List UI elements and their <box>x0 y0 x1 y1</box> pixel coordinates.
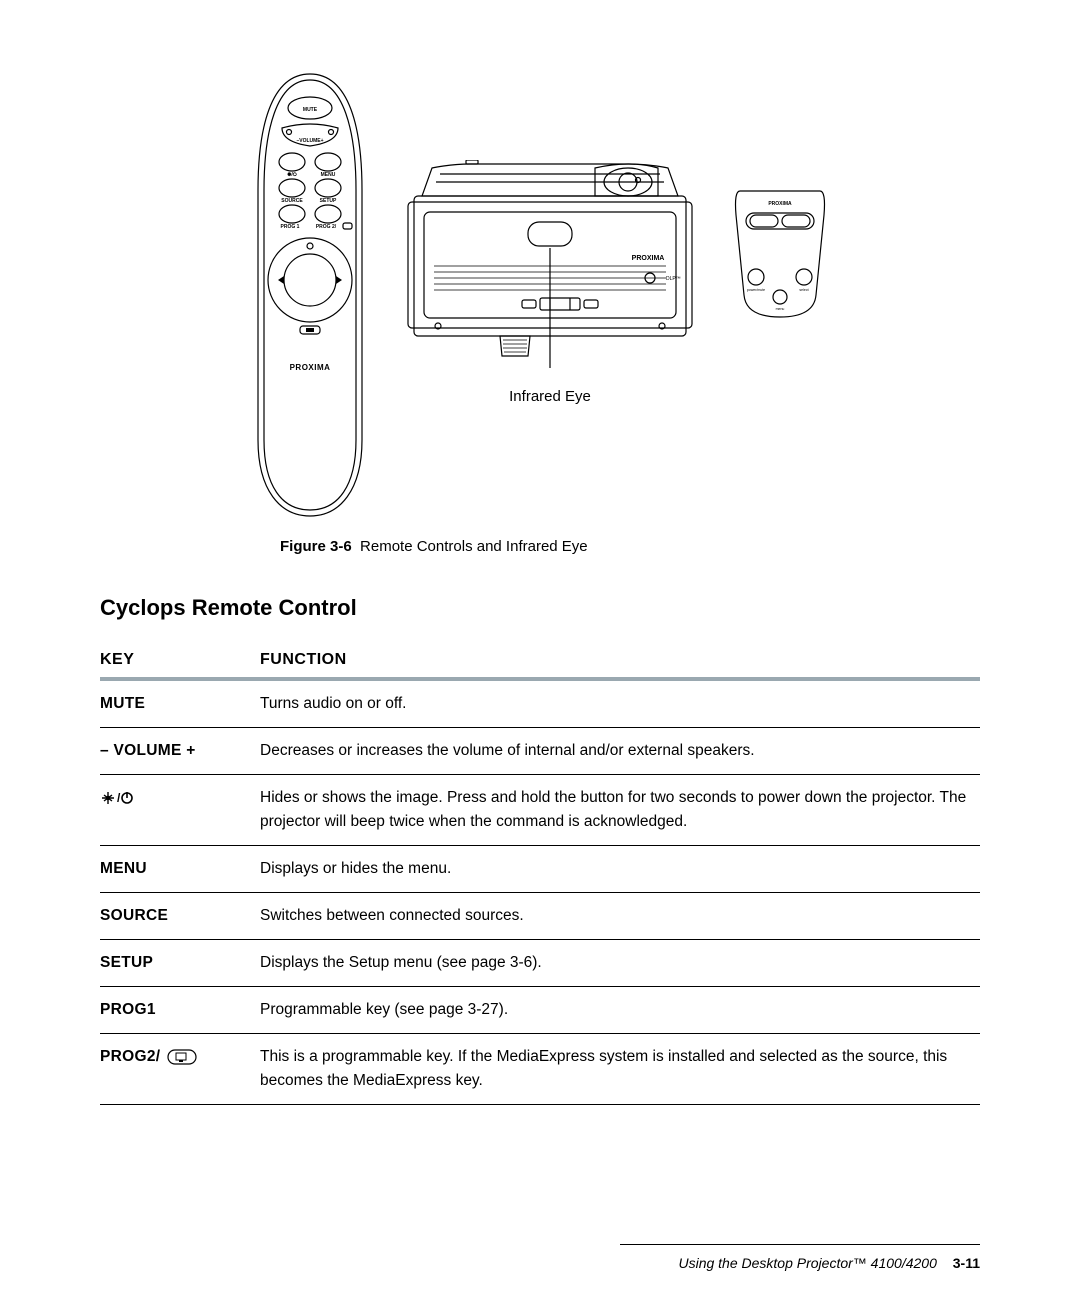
power-hide-icon: / <box>100 790 134 806</box>
svg-text:/: / <box>117 791 121 805</box>
table-key-cell: Mute <box>100 679 260 728</box>
table-row: MenuDisplays or hides the menu. <box>100 846 980 893</box>
table-key-cell: PROG2/ <box>100 1034 260 1105</box>
table-function-cell: This is a programmable key. If the Media… <box>260 1034 980 1105</box>
table-key-cell: Menu <box>100 846 260 893</box>
figure-caption: Figure 3-6 Remote Controls and Infrared … <box>280 538 980 555</box>
svg-text:PROG 2/: PROG 2/ <box>316 224 337 230</box>
table-header-key: Key <box>100 641 260 679</box>
svg-text:–VOLUME+: –VOLUME+ <box>296 138 323 144</box>
table-key-cell: Setup <box>100 940 260 987</box>
table-header-function: Function <box>260 641 980 679</box>
footer-page-number: 3-11 <box>953 1255 980 1271</box>
svg-text:✺/⭘: ✺/⭘ <box>287 172 297 178</box>
table-row: / Hides or shows the image. Press and hol… <box>100 775 980 846</box>
svg-text:PROXIMA: PROXIMA <box>768 201 792 207</box>
table-row: SetupDisplays the Setup menu (see page 3… <box>100 940 980 987</box>
table-function-cell: Programmable key (see page 3-27). <box>260 987 980 1034</box>
figure-area: MUTE –VOLUME+ ✺/⭘ MENU SOURCE SETUP PROG… <box>100 60 980 530</box>
infrared-eye-label: Infrared Eye <box>509 388 591 405</box>
svg-text:select: select <box>799 288 808 292</box>
table-row: PROG2/ This is a programmable key. If th… <box>100 1034 980 1105</box>
table-function-cell: Switches between connected sources. <box>260 893 980 940</box>
projector-illustration: PROXIMA DLP™ <box>400 160 700 370</box>
section-title: Cyclops Remote Control <box>100 595 980 621</box>
table-function-cell: Displays or hides the menu. <box>260 846 980 893</box>
figure-caption-text: Remote Controls and Infrared Eye <box>360 538 588 555</box>
svg-text:SOURCE: SOURCE <box>281 198 303 204</box>
table-row: SourceSwitches between connected sources… <box>100 893 980 940</box>
keypad-illustration: PROXIMA power/mute select menu <box>730 185 830 325</box>
svg-text:MUTE: MUTE <box>303 107 318 113</box>
svg-text:PROXIMA: PROXIMA <box>632 255 665 262</box>
svg-text:menu: menu <box>776 307 785 311</box>
table-key-cell: – Volume + <box>100 728 260 775</box>
svg-text:power/mute: power/mute <box>747 288 765 292</box>
table-key-cell: / <box>100 775 260 846</box>
key-function-table: Key Function MuteTurns audio on or off.–… <box>100 641 980 1105</box>
footer-doc-title: Using the Desktop Projector™ 4100/4200 <box>678 1255 936 1271</box>
remote-control-illustration: MUTE –VOLUME+ ✺/⭘ MENU SOURCE SETUP PROG… <box>250 70 370 520</box>
table-function-cell: Decreases or increases the volume of int… <box>260 728 980 775</box>
table-function-cell: Displays the Setup menu (see page 3-6). <box>260 940 980 987</box>
table-row: – Volume +Decreases or increases the vol… <box>100 728 980 775</box>
table-row: MuteTurns audio on or off. <box>100 679 980 728</box>
svg-text:PROXIMA: PROXIMA <box>290 363 331 372</box>
svg-text:PROG 1: PROG 1 <box>281 224 300 230</box>
table-key-cell: Source <box>100 893 260 940</box>
table-key-cell: Prog1 <box>100 987 260 1034</box>
svg-text:SETUP: SETUP <box>320 198 337 204</box>
table-function-cell: Turns audio on or off. <box>260 679 980 728</box>
svg-text:DLP™: DLP™ <box>666 276 681 282</box>
mediaexpress-icon <box>167 1049 197 1065</box>
svg-text:MENU: MENU <box>321 172 336 178</box>
page-footer: Using the Desktop Projector™ 4100/4200 3… <box>620 1244 980 1271</box>
table-function-cell: Hides or shows the image. Press and hold… <box>260 775 980 846</box>
figure-caption-number: Figure 3-6 <box>280 538 352 555</box>
table-row: Prog1Programmable key (see page 3-27). <box>100 987 980 1034</box>
